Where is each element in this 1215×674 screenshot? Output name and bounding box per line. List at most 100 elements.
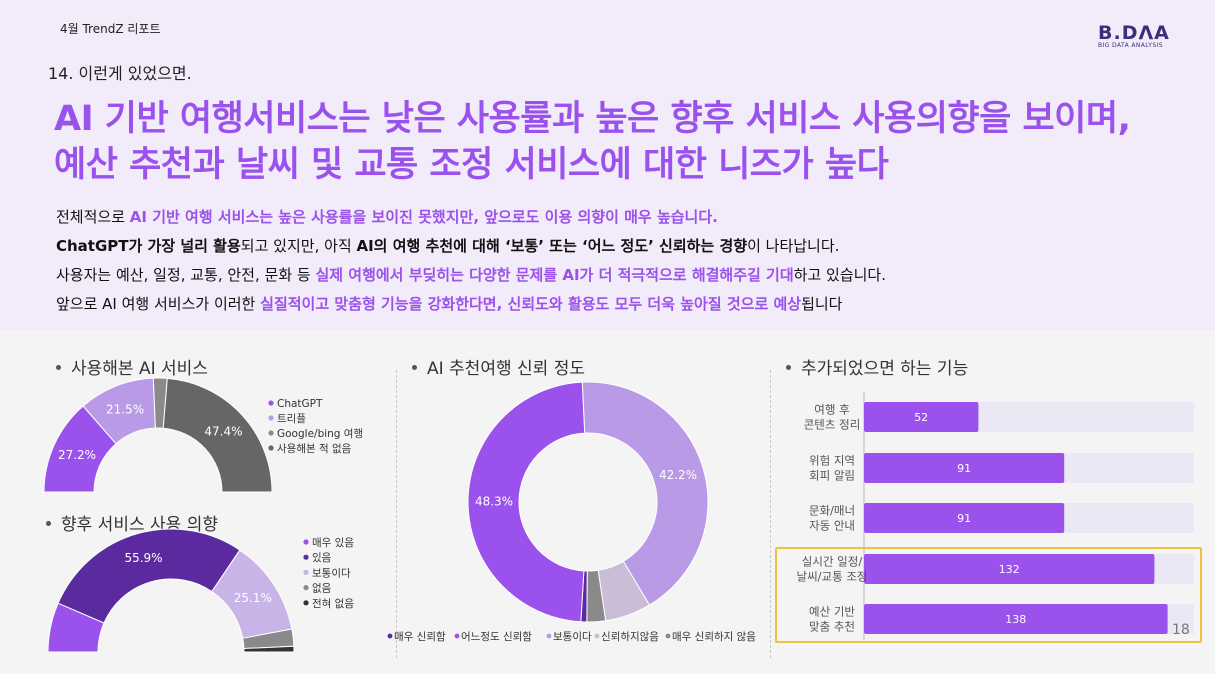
features-category-label: 회피 알림 [809, 469, 855, 483]
trust-legend-swatch [665, 633, 671, 639]
future_intent-legend-swatch [303, 554, 309, 560]
trust-legend-label: 매우 신뢰함 [394, 631, 446, 643]
features-title: 추가되었으면 하는 기능 [786, 354, 968, 379]
summary-line-3: 사용자는 예산, 일정, 교통, 안전, 문화 등 실제 여행에서 부딪히는 다… [56, 261, 1206, 290]
bullet-icon [56, 364, 61, 370]
features-bar [864, 503, 1065, 533]
used_services-legend-label: 트리플 [277, 413, 306, 425]
features-bar [864, 402, 979, 432]
summary-text-plain: 사용자는 예산, 일정, 교통, 안전, 문화 등 [56, 266, 316, 284]
future_intent-legend-label: 전혀 없음 [312, 597, 354, 610]
summary-text-bold: ChatGPT가 가장 널리 활용 [56, 237, 241, 255]
used_services-legend-label: 사용해본 적 없음 [277, 442, 352, 455]
features-category-label: 예산 기반 [809, 605, 855, 619]
features-category-label: 여행 후 [814, 403, 849, 417]
bullet-icon [786, 364, 791, 370]
trust-value-label: 42.2% [659, 468, 697, 482]
used-services-title: 사용해본 AI 서비스 [56, 354, 208, 379]
summary-text-plain: 됩니다 [801, 295, 843, 313]
summary-text-highlight: 실제 여행에서 부딪히는 다양한 문제를 AI가 더 적극적으로 해결해주길 기… [315, 266, 794, 284]
features-category-label: 날씨/교통 조정 [796, 570, 867, 584]
future_intent-legend-label: 매우 있음 [312, 537, 354, 549]
used_services-legend-swatch [268, 430, 274, 436]
headline-line-1: AI 기반 여행서비스는 낮은 사용률과 높은 향후 서비스 사용의향을 보이며… [54, 99, 1131, 139]
summary-line-4: 앞으로 AI 여행 서비스가 이러한 실질적이고 맞춤형 기능을 강화한다면, … [56, 290, 1206, 319]
brand-logo: B.DΛA BIG DATA ANALYSIS [1098, 22, 1178, 54]
section-number: 14. 이런게 있었으면. [48, 64, 192, 83]
features-category-label: 문화/매너 [809, 504, 855, 518]
trust-title: AI 추천여행 신뢰 정도 [412, 354, 585, 379]
future_intent-slice [57, 528, 241, 624]
features-bar-value: 52 [914, 411, 928, 424]
features-bar-value: 91 [957, 512, 971, 525]
future_intent-legend-label: 있음 [312, 552, 332, 564]
panel-divider [770, 370, 771, 658]
future_intent-legend-swatch [303, 600, 309, 606]
summary-text-plain: 이 나타납니다. [747, 237, 840, 255]
summary-text-highlight: AI 기반 여행 서비스는 높은 사용률을 보이진 못했지만, 앞으로도 이용 … [129, 208, 718, 226]
future_intent-legend-swatch [303, 569, 309, 576]
used_services-legend-label: ChatGPT [277, 398, 323, 410]
trust-legend-swatch [594, 633, 600, 639]
trust-legend-swatch [546, 633, 552, 639]
features-title-text: 추가되었으면 하는 기능 [801, 359, 969, 379]
summary-text-highlight: 실질적이고 맞춤형 기능을 강화한다면, 신뢰도와 활용도 모두 더욱 높아질 … [260, 295, 802, 313]
trust-legend-label: 어느정도 신뢰함 [461, 631, 532, 643]
trust-legend-label: 보통이다 [553, 631, 592, 643]
trust-legend-swatch [454, 633, 460, 639]
summary-text: 전체적으로 AI 기반 여행 서비스는 높은 사용률을 보이진 못했지만, 앞으… [56, 203, 1206, 319]
future_intent-value-label: 55.9% [124, 551, 162, 565]
trust-legend-swatch [387, 633, 393, 639]
panel-divider [396, 370, 397, 658]
future_intent-legend-label: 없음 [312, 582, 332, 595]
report-label: 4월 TrendZ 리포트 [60, 22, 161, 36]
summary-text-plain: 되고 있지만, 아직 [240, 237, 357, 255]
features-category-label: 맞춤 추천 [809, 620, 855, 634]
bullet-icon [412, 364, 417, 370]
used_services-legend-label: Google/bing 여행 [277, 428, 363, 440]
summary-section [0, 0, 1215, 330]
trust-slice [581, 381, 709, 606]
features-category-label: 실시간 일정/ [802, 555, 863, 569]
features-bar [864, 453, 1065, 483]
future_intent-value-label: 25.1% [234, 591, 272, 605]
headline-line-2: 예산 추천과 날씨 및 교통 조정 서비스에 대한 니즈가 높다 [54, 145, 889, 185]
features-bar-value: 91 [957, 462, 971, 475]
features-category-label: 콘텐츠 정리 [804, 418, 861, 432]
logo-subtitle: BIG DATA ANALYSIS [1098, 42, 1163, 49]
features-category-label: 위험 지역 [809, 454, 855, 468]
page-number: 18 [1172, 622, 1190, 638]
highlight-box [775, 547, 1202, 643]
used_services-value-label: 27.2% [58, 448, 96, 462]
features-category-label: 자동 안내 [809, 519, 855, 533]
summary-text-plain: 앞으로 AI 여행 서비스가 이러한 [56, 295, 261, 313]
future_intent-slice [243, 645, 295, 653]
trust-legend-label: 매우 신뢰하지 않음 [672, 630, 756, 643]
trust-slice [467, 381, 586, 623]
summary-text-plain: 전체적으로 [56, 208, 130, 226]
used-services-title-text: 사용해본 AI 서비스 [71, 359, 208, 379]
summary-line-1: 전체적으로 AI 기반 여행 서비스는 높은 사용률을 보이진 못했지만, 앞으… [56, 203, 1206, 232]
used_services-legend-swatch [268, 400, 274, 406]
features-bar [864, 604, 1168, 634]
trust-legend-label: 신뢰하지않음 [601, 630, 659, 643]
future_intent-legend-swatch [303, 585, 309, 591]
bullet-icon [46, 520, 51, 526]
headline: AI 기반 여행서비스는 낮은 사용률과 높은 향후 서비스 사용의향을 보이며… [54, 96, 1204, 188]
used_services-value-label: 47.4% [204, 425, 242, 439]
used_services-value-label: 21.5% [106, 402, 144, 416]
future_intent-legend-swatch [303, 539, 309, 545]
summary-line-2: ChatGPT가 가장 널리 활용되고 있지만, 아직 AI의 여행 추천에 대… [56, 232, 1206, 261]
used_services-legend-swatch [268, 415, 274, 421]
future_intent-legend-label: 보통이다 [312, 567, 351, 579]
features-bar [864, 554, 1155, 584]
trust-slice [586, 569, 607, 623]
summary-text-bold: AI의 여행 추천에 대해 ‘보통’ 또는 ‘어느 정도’ 신뢰하는 경향 [356, 237, 748, 255]
features-bar-value: 138 [1005, 613, 1026, 626]
used_services-slice [162, 377, 273, 493]
summary-text-plain: 하고 있습니다. [793, 266, 886, 284]
trust-title-text: AI 추천여행 신뢰 정도 [427, 359, 585, 379]
logo-main: B.DΛA [1098, 22, 1170, 44]
trust-value-label: 48.3% [475, 494, 513, 508]
